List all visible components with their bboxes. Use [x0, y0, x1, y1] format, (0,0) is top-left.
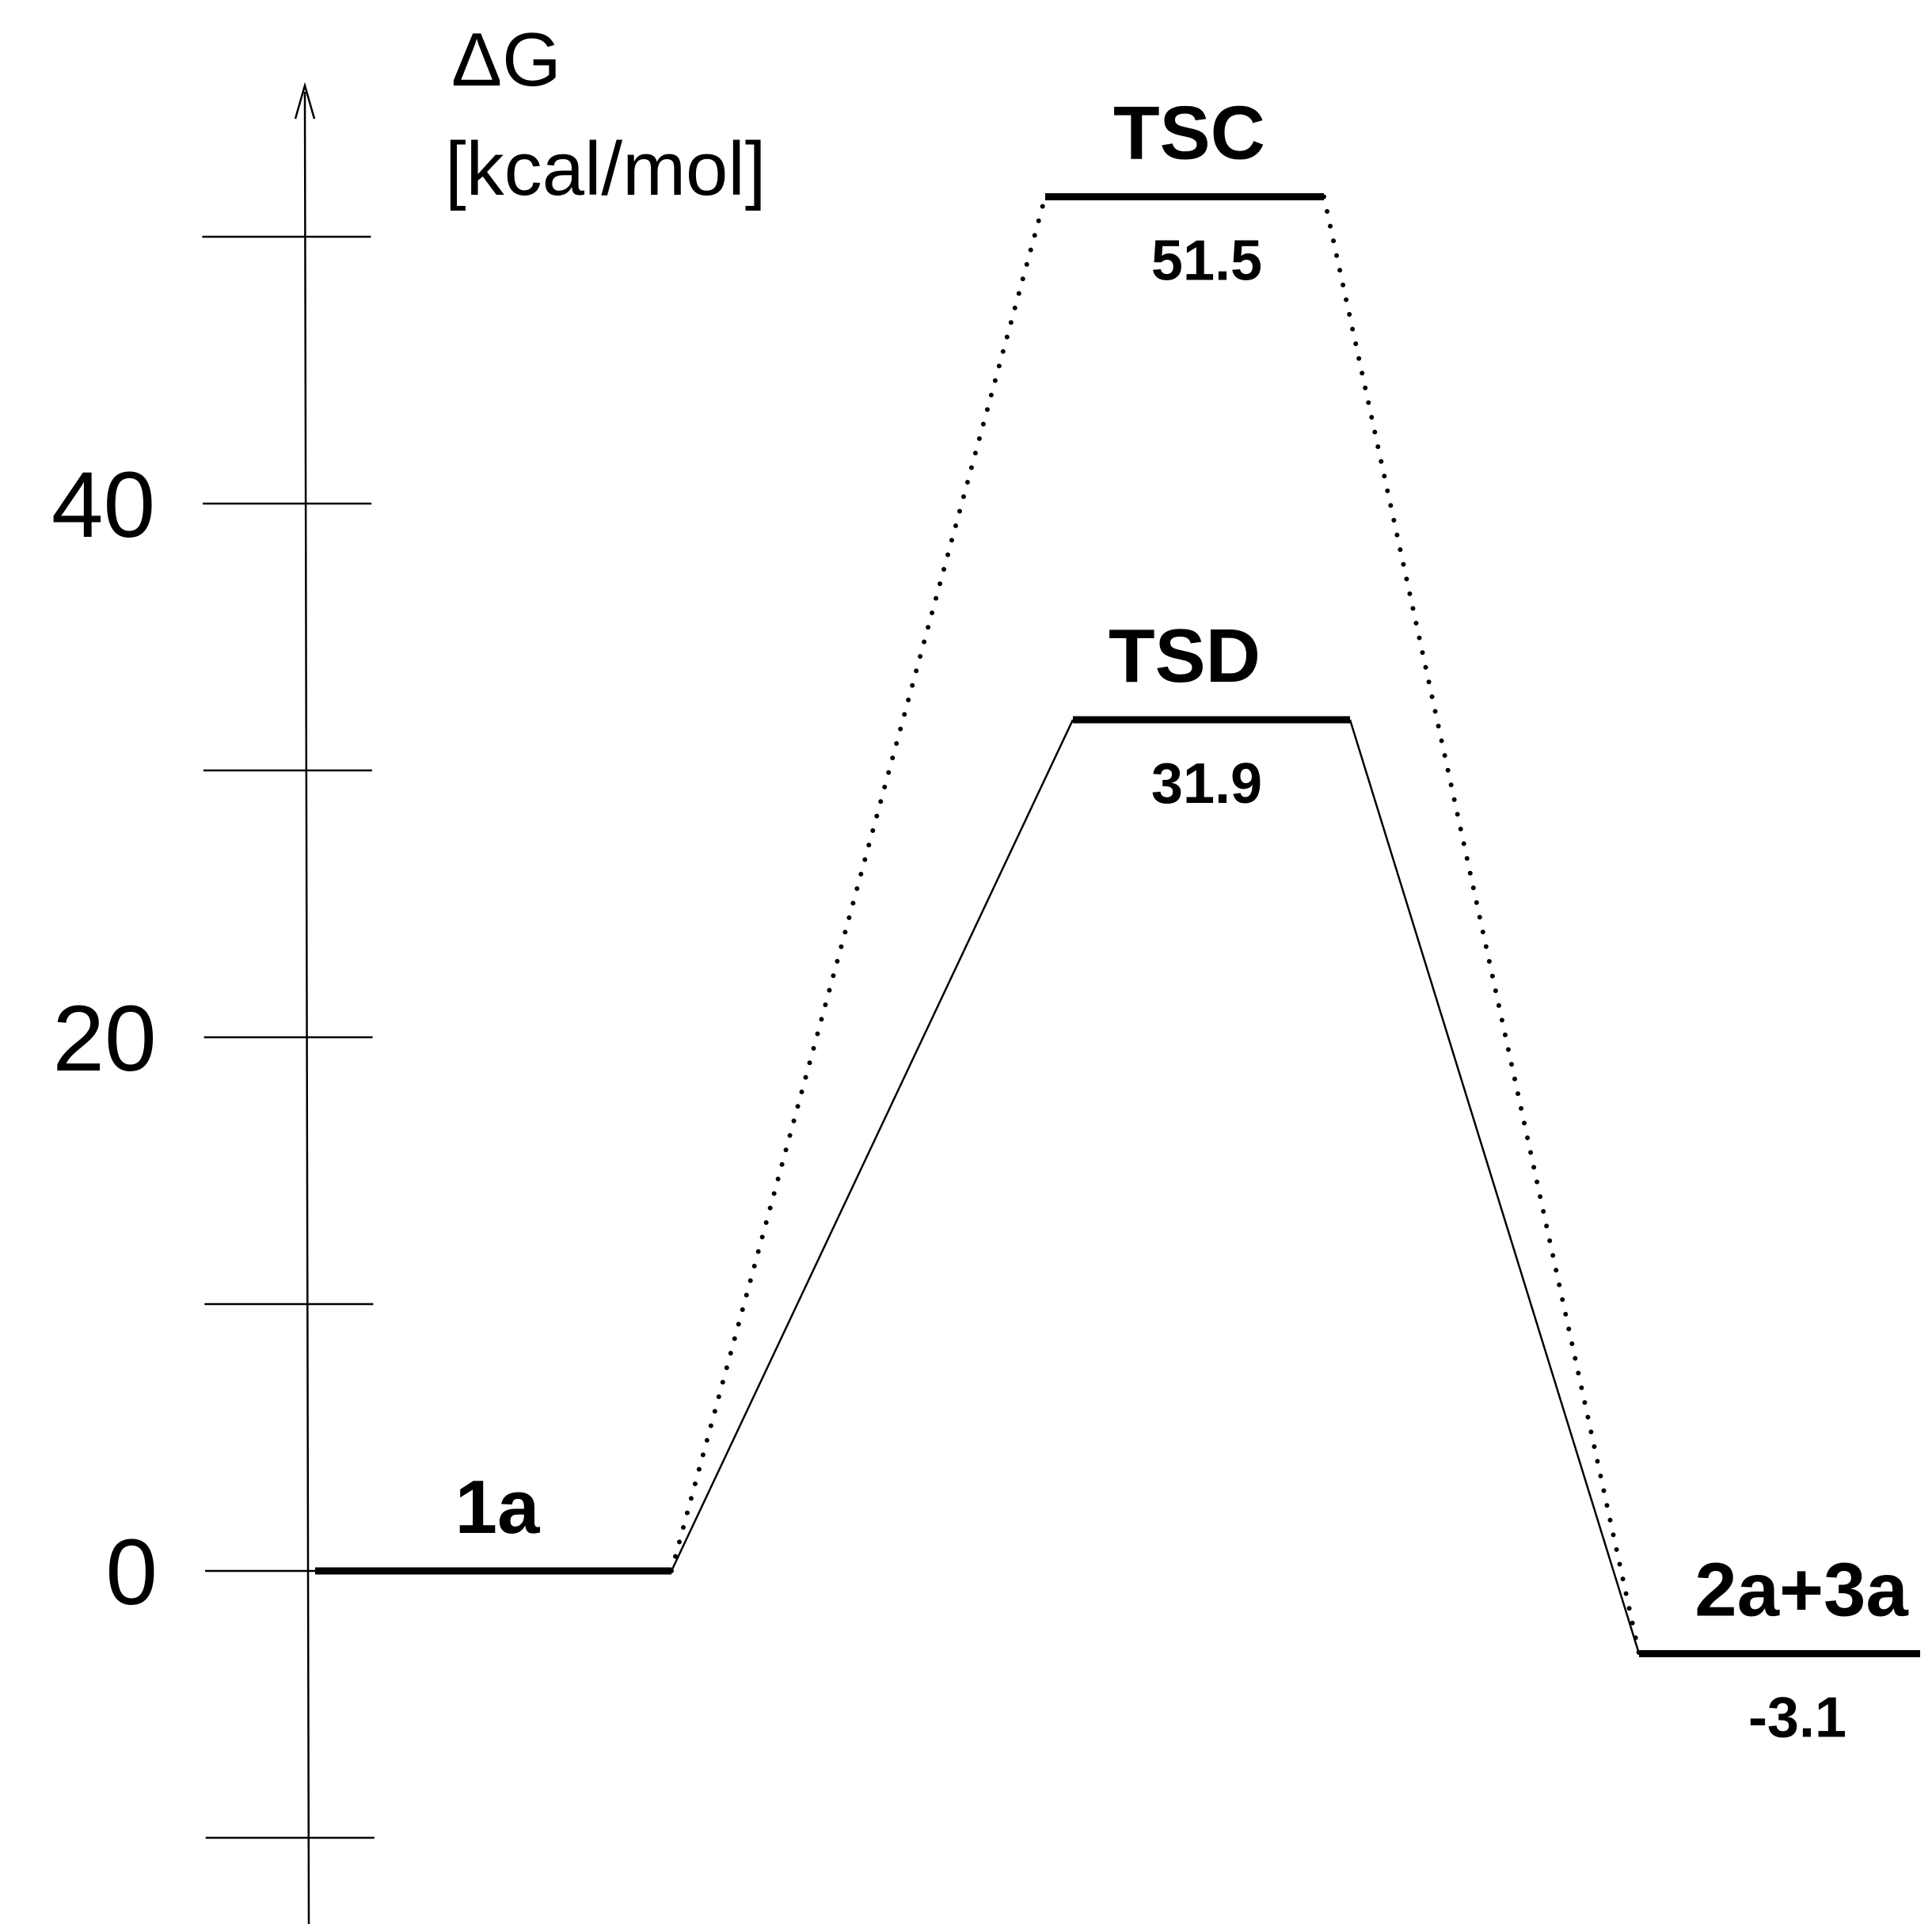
state-name-tsd: TSD: [1109, 614, 1261, 698]
state-value-prod: -3.1: [1748, 1686, 1846, 1749]
y-axis-arrowhead: [294, 82, 316, 120]
state-name-prod: 2a+3a: [1694, 1547, 1908, 1632]
dotted-path-segment: [669, 194, 1048, 1573]
state-value-tsd: 31.9: [1151, 752, 1262, 816]
y-axis-label-line: ΔG: [451, 17, 561, 102]
solid-path-segment: [1348, 719, 1641, 1654]
dotted-path-segment: [1322, 194, 1641, 1656]
state-name-tsc: TSC: [1113, 90, 1265, 175]
y-axis-line: [303, 91, 310, 1925]
energy-levels: [315, 192, 1920, 1657]
y-tick-label: 20: [52, 987, 156, 1091]
reaction-pathways: [669, 194, 1641, 1656]
y-tick-label: 0: [105, 1520, 158, 1625]
y-tick-label: 40: [51, 453, 155, 557]
y-axis-label-line: [kcal/mol]: [445, 127, 766, 211]
solid-path-segment: [670, 719, 1074, 1572]
state-labels: 1a TSC 51.5 TSD 31.9 2a+3a -3.1: [455, 90, 1909, 1749]
state-name-1a: 1a: [455, 1465, 540, 1550]
y-axis: 0 20 40 ΔG [kcal/mol]: [51, 17, 766, 1925]
state-value-tsc: 51.5: [1151, 229, 1262, 292]
y-axis-label: ΔG [kcal/mol]: [445, 17, 766, 211]
